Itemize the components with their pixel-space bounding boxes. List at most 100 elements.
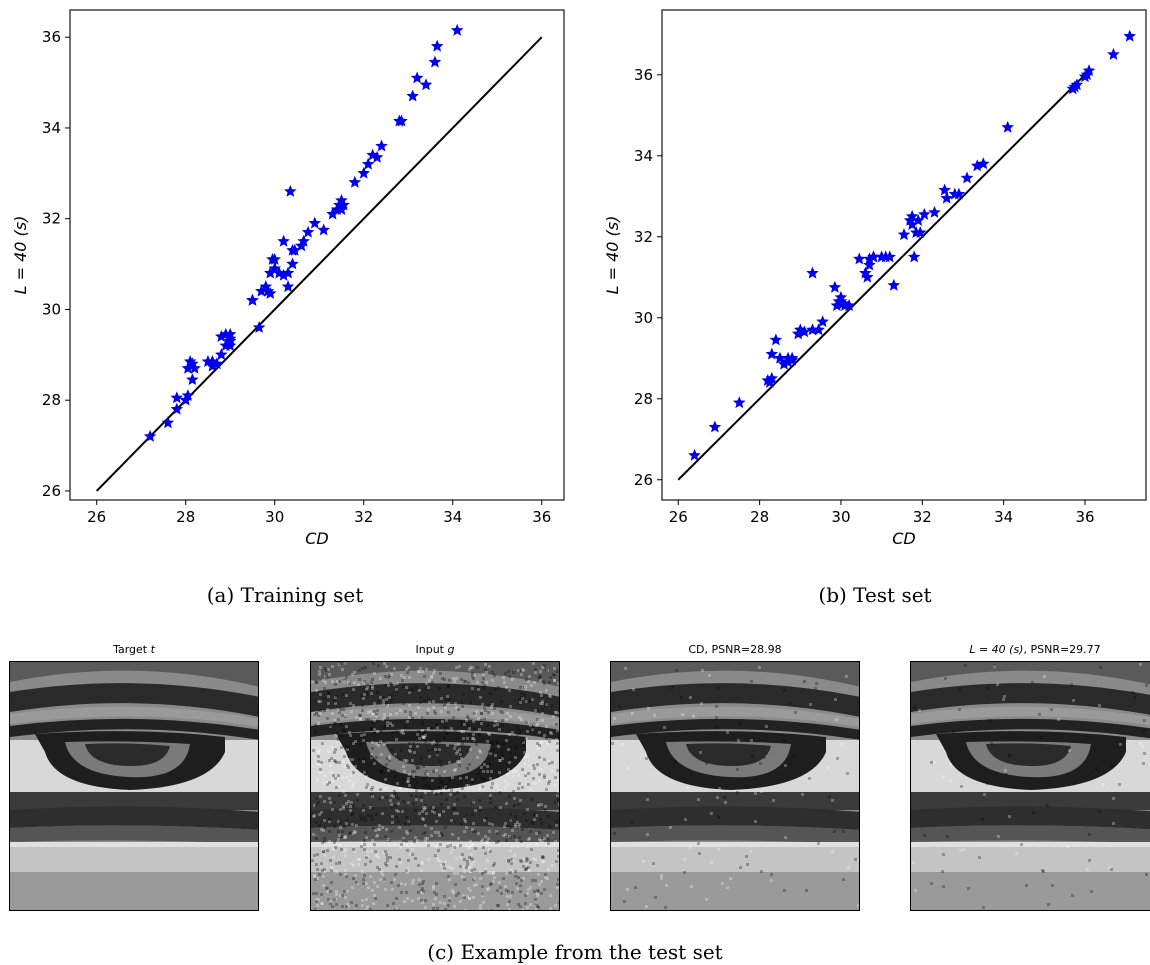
test-xtick-label: 32 xyxy=(913,508,932,526)
test-ylabel: L = 40 (s) xyxy=(603,216,622,295)
train-point xyxy=(286,257,299,270)
train-axes-frame xyxy=(69,9,565,501)
panel-title-input: Input g xyxy=(415,643,455,656)
test-point xyxy=(887,278,901,291)
panel-title-cd: CD, PSNR=28.98 xyxy=(688,643,782,656)
test-point xyxy=(816,315,829,328)
train-point xyxy=(252,321,266,333)
test-xtick-label: 28 xyxy=(750,508,769,526)
train-point xyxy=(206,355,219,367)
test-point xyxy=(1107,47,1120,60)
test-xtick-label: 26 xyxy=(669,508,688,526)
test-point xyxy=(940,191,953,204)
train-point xyxy=(284,184,297,197)
train-point xyxy=(246,293,259,306)
test-point xyxy=(977,157,990,170)
test-reference-line xyxy=(677,74,1086,481)
train-point xyxy=(264,286,277,299)
train-xlabel: CD xyxy=(305,529,329,548)
train-point xyxy=(281,280,295,293)
test-point xyxy=(861,270,874,283)
train-point xyxy=(375,139,388,152)
train-point xyxy=(215,348,228,361)
train-point xyxy=(170,391,184,404)
train-reference-line xyxy=(95,36,543,492)
train-point xyxy=(188,361,201,374)
train-point xyxy=(161,416,175,429)
test-point xyxy=(1001,120,1014,133)
train-point xyxy=(450,23,464,36)
train-point xyxy=(143,429,157,442)
test-xtick-label: 34 xyxy=(994,508,1013,526)
panel-title-l40: L = 40 (s), PSNR=29.77 xyxy=(969,643,1101,656)
train-point xyxy=(317,223,330,236)
test-point xyxy=(828,280,842,293)
caption-c: (c) Example from the test set xyxy=(427,940,723,964)
train-point xyxy=(361,157,375,170)
train-point xyxy=(301,225,315,238)
train-xtick-label: 28 xyxy=(176,508,195,526)
image-target xyxy=(9,661,259,911)
caption-a: (a) Training set xyxy=(206,583,364,607)
train-point xyxy=(170,402,184,415)
train-ytick-label: 36 xyxy=(42,28,61,46)
test-point xyxy=(1123,29,1136,42)
chart-test-set: 26 28 30 32 34 36 26 28 30 32 34 36 CD L = 40 (s) xyxy=(603,9,1147,548)
test-point xyxy=(928,205,941,218)
test-ytick-label: 30 xyxy=(634,309,653,327)
test-point xyxy=(769,333,783,346)
train-point xyxy=(428,55,442,68)
test-point xyxy=(952,187,966,200)
train-xtick-label: 32 xyxy=(354,508,373,526)
train-ytick-label: 26 xyxy=(42,482,61,500)
test-point xyxy=(911,213,925,226)
train-ytick-label: 30 xyxy=(42,300,61,318)
test-point xyxy=(1070,78,1084,91)
test-point xyxy=(806,266,819,279)
train-point xyxy=(395,114,408,127)
test-xtick-label: 30 xyxy=(831,508,850,526)
train-xtick-label: 26 xyxy=(87,508,106,526)
train-point xyxy=(297,234,310,247)
train-ytick-label: 28 xyxy=(42,391,61,409)
test-point xyxy=(842,299,856,311)
test-ytick-label: 32 xyxy=(634,228,653,246)
train-point xyxy=(370,150,384,163)
test-point xyxy=(863,258,876,271)
train-point xyxy=(277,234,290,247)
train-point xyxy=(181,389,195,401)
test-point xyxy=(765,371,779,384)
test-xtick-label: 36 xyxy=(1075,508,1094,526)
train-point xyxy=(281,266,295,279)
test-axes-frame xyxy=(661,9,1147,501)
train-xtick-label: 36 xyxy=(532,508,551,526)
train-point xyxy=(223,339,237,352)
image-l40 xyxy=(910,661,1150,911)
train-xtick-label: 34 xyxy=(443,508,462,526)
test-ytick-label: 28 xyxy=(634,390,653,408)
panel-title-target: Target t xyxy=(113,643,155,656)
test-point xyxy=(897,228,911,241)
train-point xyxy=(186,373,199,386)
train-point xyxy=(268,252,281,265)
train-ytick-label: 34 xyxy=(42,119,61,137)
test-point xyxy=(798,325,811,338)
train-ylabel: L = 40 (s) xyxy=(11,216,30,295)
train-point xyxy=(308,216,322,229)
test-ytick-label: 34 xyxy=(634,147,653,165)
train-point xyxy=(419,78,433,91)
test-point xyxy=(812,323,825,336)
test-point xyxy=(918,207,931,220)
test-point xyxy=(938,183,951,196)
test-point xyxy=(688,448,701,461)
caption-b: (b) Test set xyxy=(818,583,932,607)
test-point xyxy=(733,396,746,409)
test-ytick-label: 26 xyxy=(634,471,653,489)
test-point xyxy=(907,250,921,263)
test-point xyxy=(708,420,722,433)
test-point xyxy=(960,171,974,184)
train-point xyxy=(406,89,419,102)
test-point xyxy=(785,351,799,364)
test-point xyxy=(852,252,866,265)
